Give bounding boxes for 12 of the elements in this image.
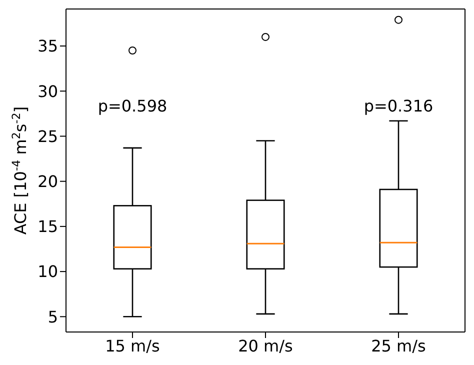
- y-tick-label: 25: [38, 126, 58, 146]
- y-tick-label: 5: [48, 307, 58, 326]
- annotation: p=0.598: [98, 96, 168, 116]
- x-tick-label: 25 m/s: [371, 336, 426, 356]
- x-tick-label: 15 m/s: [105, 336, 160, 356]
- y-tick-label: 10: [38, 262, 58, 282]
- y-tick-label: 20: [38, 172, 58, 192]
- y-tick-label: 35: [38, 36, 58, 56]
- y-tick-label: 30: [38, 82, 58, 101]
- x-tick-label: 20 m/s: [238, 336, 293, 356]
- y-tick-label: 15: [38, 217, 58, 236]
- annotation: p=0.316: [364, 96, 434, 116]
